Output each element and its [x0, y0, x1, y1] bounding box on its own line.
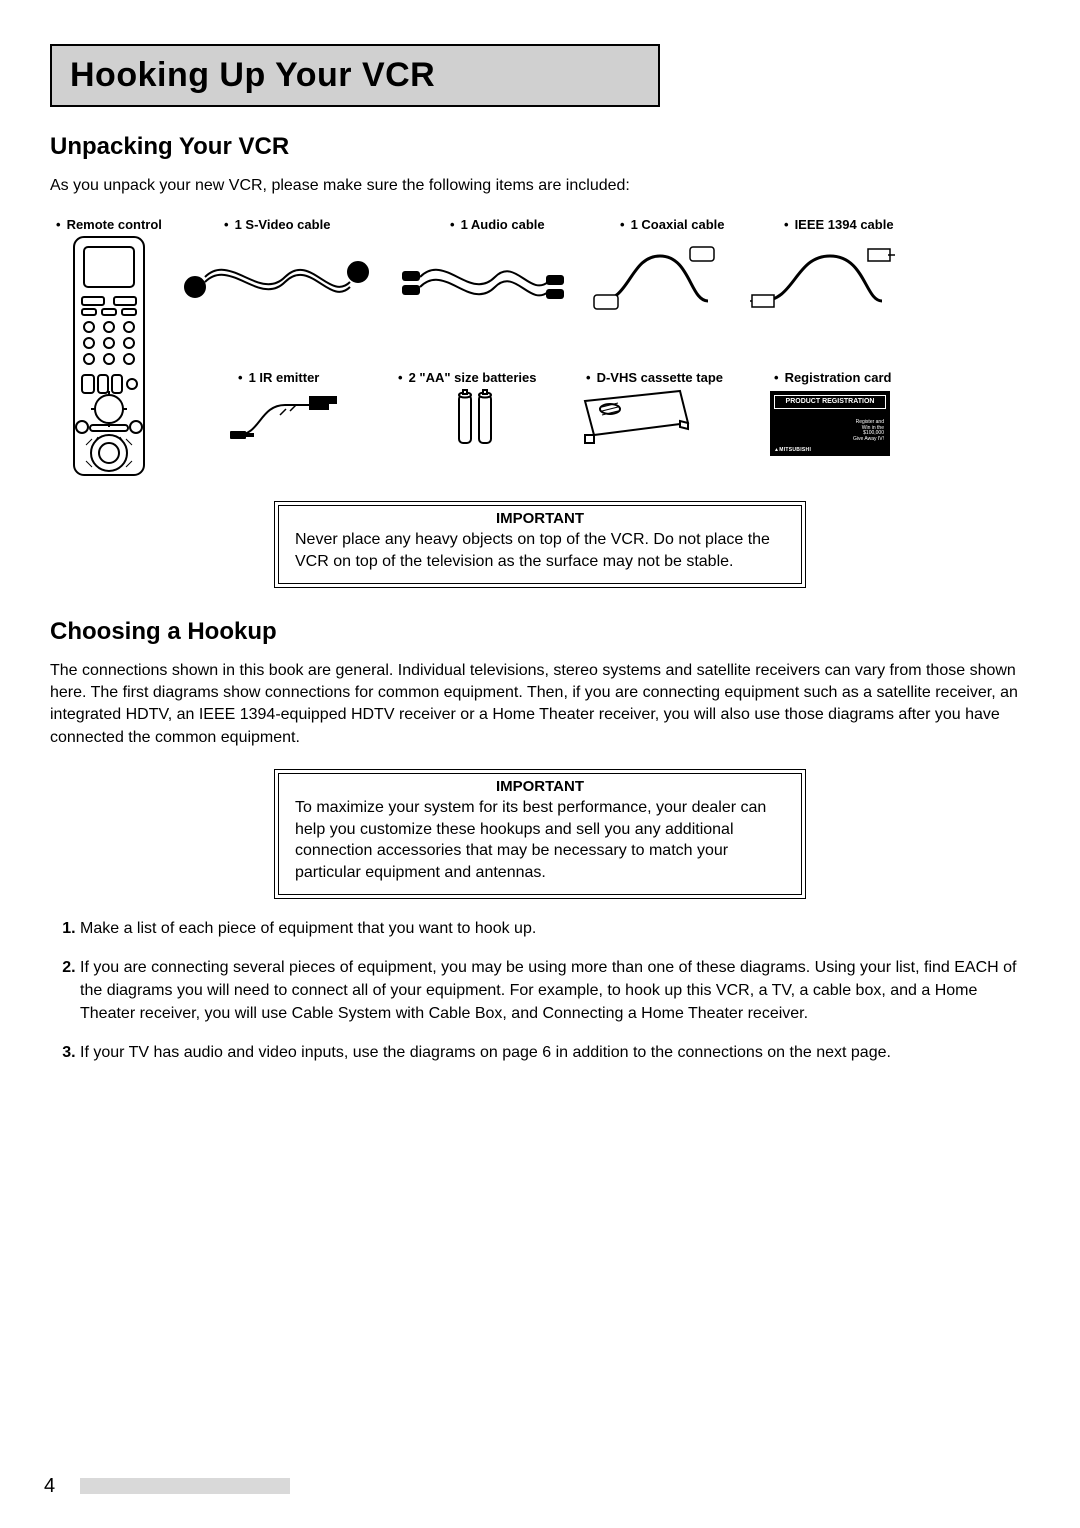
dvhs-cassette-icon: [580, 389, 690, 444]
important-title: IMPORTANT: [295, 510, 785, 527]
regcard-promo: Register and Win in the $100,000 Give Aw…: [853, 420, 884, 442]
unpacking-heading: Unpacking Your VCR: [50, 133, 1030, 161]
important-body-2: To maximize your system for its best per…: [295, 797, 785, 883]
page-title: Hooking Up Your VCR: [70, 56, 435, 94]
regcard-title: PRODUCT REGISTRATION: [774, 395, 886, 409]
item-label-batteries: •2 "AA" size batteries: [398, 370, 537, 385]
page-number: 4: [44, 1475, 55, 1498]
remote-icon: [64, 235, 154, 477]
item-label-svideo: •1 S-Video cable: [224, 217, 330, 232]
included-items-grid: •Remote control •1 S-Video cable •1 Audi…: [50, 217, 1030, 477]
coax-cable-icon: [590, 241, 720, 313]
item-label-ieee: •IEEE 1394 cable: [784, 217, 894, 232]
page-title-box: Hooking Up Your VCR: [50, 44, 660, 107]
document-page: Hooking Up Your VCR Unpacking Your VCR A…: [0, 0, 1080, 1528]
hookup-steps: Make a list of each piece of equipment t…: [50, 917, 1030, 1065]
hookup-intro: The connections shown in this book are g…: [50, 660, 1030, 750]
footer-bar: [80, 1478, 290, 1494]
step-3: If your TV has audio and video inputs, u…: [80, 1041, 1030, 1064]
svideo-cable-icon: [180, 247, 370, 307]
audio-cable-icon: [400, 247, 565, 307]
ir-emitter-icon: [230, 387, 340, 447]
registration-card-icon: PRODUCT REGISTRATION Register and Win in…: [770, 391, 890, 456]
important-title-2: IMPORTANT: [295, 778, 785, 795]
step-1: Make a list of each piece of equipment t…: [80, 917, 1030, 940]
item-label-ir: •1 IR emitter: [238, 370, 319, 385]
batteries-icon: [445, 387, 505, 447]
item-label-remote: •Remote control: [56, 217, 162, 232]
hookup-heading: Choosing a Hookup: [50, 618, 1030, 646]
regcard-brand: ▲MITSUBISHI: [774, 448, 811, 454]
item-label-dvhs: •D-VHS cassette tape: [586, 370, 723, 385]
item-label-audio: •1 Audio cable: [450, 217, 545, 232]
important-body: Never place any heavy objects on top of …: [295, 529, 785, 572]
ieee1394-cable-icon: [750, 241, 895, 313]
item-label-regcard: •Registration card: [774, 370, 891, 385]
step-2: If you are connecting several pieces of …: [80, 956, 1030, 1026]
unpacking-intro: As you unpack your new VCR, please make …: [50, 175, 1030, 197]
important-box-unpacking: IMPORTANT Never place any heavy objects …: [274, 501, 806, 587]
item-label-coax: •1 Coaxial cable: [620, 217, 725, 232]
important-box-hookup: IMPORTANT To maximize your system for it…: [274, 769, 806, 898]
